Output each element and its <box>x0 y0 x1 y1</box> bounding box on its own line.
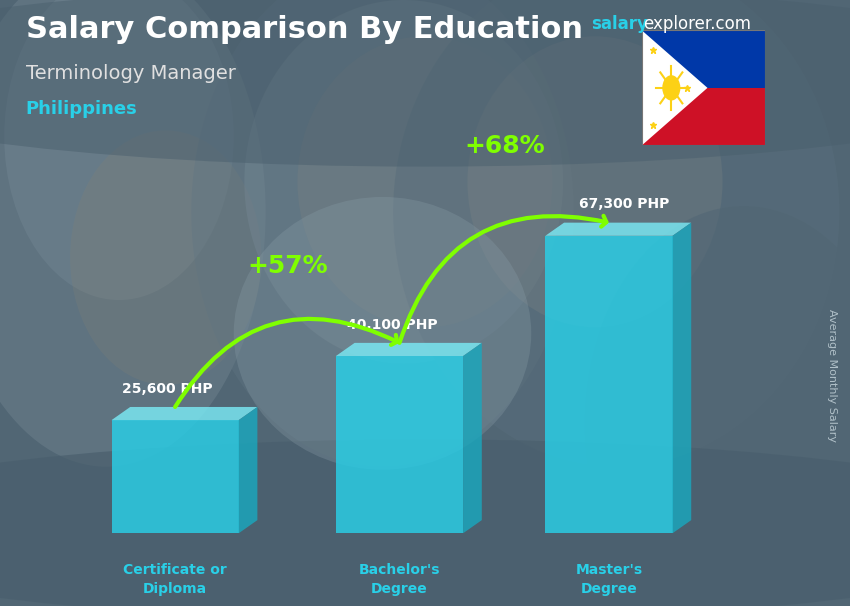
Text: Salary Comparison By Education: Salary Comparison By Education <box>26 15 582 44</box>
Ellipse shape <box>4 0 234 300</box>
Text: Master's
Degree: Master's Degree <box>575 564 643 596</box>
Circle shape <box>662 75 680 101</box>
Ellipse shape <box>298 36 552 327</box>
Polygon shape <box>642 30 707 145</box>
Polygon shape <box>239 407 258 533</box>
Polygon shape <box>546 236 672 533</box>
Text: Bachelor's
Degree: Bachelor's Degree <box>359 564 440 596</box>
Text: salary: salary <box>591 15 648 33</box>
Polygon shape <box>336 356 463 533</box>
Ellipse shape <box>234 197 531 470</box>
Text: Terminology Manager: Terminology Manager <box>26 64 235 82</box>
Polygon shape <box>672 222 691 533</box>
Text: 25,600 PHP: 25,600 PHP <box>122 382 213 396</box>
Text: explorer.com: explorer.com <box>643 15 751 33</box>
Ellipse shape <box>191 0 574 467</box>
Text: 40,100 PHP: 40,100 PHP <box>347 318 438 331</box>
Polygon shape <box>546 222 691 236</box>
Polygon shape <box>111 420 239 533</box>
Ellipse shape <box>70 130 262 385</box>
Ellipse shape <box>468 36 722 327</box>
Text: Average Monthly Salary: Average Monthly Salary <box>827 309 837 442</box>
Ellipse shape <box>245 0 563 364</box>
Ellipse shape <box>394 0 840 467</box>
Text: +57%: +57% <box>247 254 327 278</box>
Text: +68%: +68% <box>464 134 545 158</box>
Polygon shape <box>336 343 482 356</box>
Ellipse shape <box>584 206 850 606</box>
Polygon shape <box>642 88 765 145</box>
Ellipse shape <box>0 0 850 167</box>
Text: Certificate or
Diploma: Certificate or Diploma <box>123 564 227 596</box>
Polygon shape <box>463 343 482 533</box>
Ellipse shape <box>0 439 850 606</box>
Polygon shape <box>642 30 765 88</box>
Text: 67,300 PHP: 67,300 PHP <box>579 198 669 211</box>
Ellipse shape <box>0 0 265 467</box>
Polygon shape <box>111 407 258 420</box>
Text: Philippines: Philippines <box>26 100 137 118</box>
